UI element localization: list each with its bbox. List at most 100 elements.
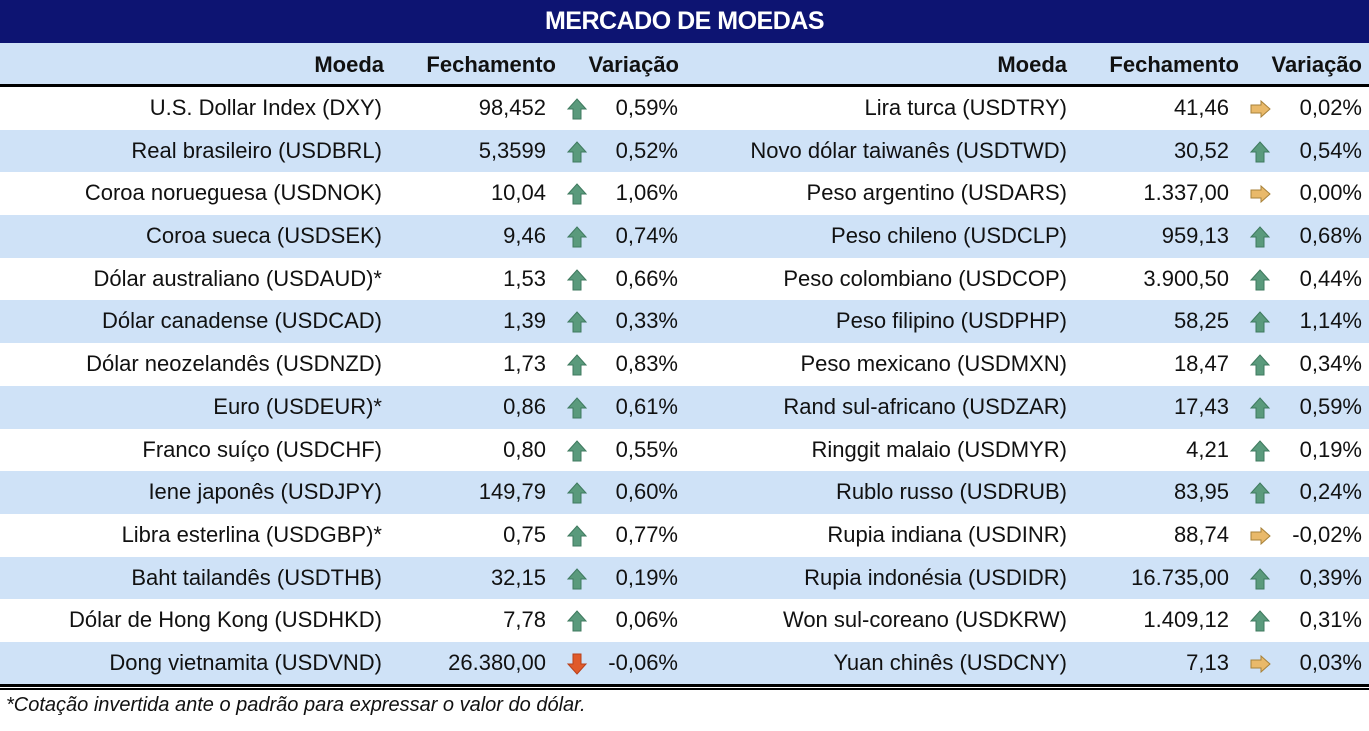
- table-header: Moeda Fechamento Variação Moeda Fechamen…: [0, 43, 1369, 87]
- closing-value: 1,53: [503, 265, 546, 291]
- variation-value: 0,02%: [1299, 95, 1362, 120]
- header-fechamento-right: Fechamento: [1109, 52, 1239, 77]
- closing-value: 4,21: [1186, 436, 1229, 462]
- arrow-up-icon: [566, 354, 588, 376]
- currency-name: Won sul-coreano (USDKRW): [782, 607, 1067, 633]
- closing-value: 0,75: [503, 521, 546, 547]
- variation-value: 0,74%: [615, 223, 678, 249]
- closing-value: 30,52: [1173, 137, 1229, 163]
- closing-value: 7,78: [503, 607, 546, 633]
- closing-value: 5,3599: [478, 137, 546, 163]
- variation-value: 0,52%: [615, 137, 678, 163]
- currency-name: U.S. Dollar Index (DXY): [149, 95, 382, 120]
- closing-value: 17,43: [1173, 393, 1229, 419]
- currency-name: Peso mexicano (USDMXN): [800, 351, 1067, 377]
- currency-name: Dólar canadense (USDCAD): [102, 308, 382, 334]
- currency-name: Peso argentino (USDARS): [806, 180, 1067, 206]
- currency-name: Peso chileno (USDCLP): [831, 223, 1067, 249]
- currency-name: Coroa norueguesa (USDNOK): [84, 180, 382, 206]
- arrow-up-icon: [1249, 354, 1271, 376]
- arrow-up-icon: [1249, 567, 1271, 590]
- table-row: Baht tailandês (USDTHB) 32,15 0,19% Rupia i…: [0, 556, 1369, 600]
- currency-name: Rupia indiana (USDINR): [827, 521, 1067, 547]
- table-title: MERCADO DE MOEDAS: [0, 0, 1369, 43]
- currency-name: Franco suíço (USDCHF): [142, 436, 382, 462]
- currency-name: Ringgit malaio (USDMYR): [811, 436, 1067, 462]
- arrow-right-icon: [1249, 653, 1271, 675]
- closing-value: 26.380,00: [448, 649, 546, 675]
- table-row: Iene japonês (USDJPY) 149,79 0,60% Rublo ru…: [0, 471, 1369, 514]
- variation-value: 1,14%: [1299, 308, 1362, 334]
- arrow-right-icon: [1249, 98, 1271, 120]
- variation-value: 0,19%: [1299, 436, 1362, 462]
- currency-name: Iene japonês (USDJPY): [148, 479, 382, 505]
- variation-value: -0,02%: [1292, 521, 1362, 547]
- currency-name: Rublo russo (USDRUB): [835, 479, 1067, 505]
- table-row: Euro (USDEUR)* 0,86 0,61% Rand sul-africano…: [0, 385, 1369, 429]
- table-row: Coroa norueguesa (USDNOK) 10,04 1,06% Peso …: [0, 172, 1369, 215]
- currency-name: Rupia indonésia (USDIDR): [804, 564, 1067, 590]
- variation-value: 0,66%: [615, 265, 678, 291]
- closing-value: 7,13: [1186, 649, 1229, 675]
- closing-value: 9,46: [503, 223, 546, 249]
- closing-value: 1,73: [503, 351, 546, 377]
- table-row: Coroa sueca (USDSEK) 9,46 0,74% Peso chilen…: [0, 215, 1369, 258]
- arrow-up-icon: [1249, 269, 1271, 291]
- variation-value: 0,19%: [615, 564, 678, 590]
- arrow-up-icon: [566, 226, 588, 248]
- arrow-up-icon: [1249, 439, 1271, 462]
- table-row: Dong vietnamita (USDVND) 26.380,00 -0,06% Y…: [0, 641, 1369, 685]
- variation-value: 0,33%: [615, 308, 678, 334]
- arrow-right-icon: [1249, 183, 1271, 205]
- header-variacao-right: Variação: [1271, 52, 1362, 77]
- currency-table-body: U.S. Dollar Index (DXY) 98,452 0,59% Lira t…: [0, 87, 1369, 685]
- closing-value: 41,46: [1173, 95, 1229, 120]
- closing-value: 1,39: [503, 308, 546, 334]
- closing-value: 959,13: [1161, 223, 1229, 249]
- arrow-up-icon: [1249, 482, 1271, 504]
- arrow-up-icon: [1249, 610, 1271, 632]
- variation-value: -0,06%: [608, 649, 678, 675]
- variation-value: 0,68%: [1299, 223, 1362, 249]
- closing-value: 58,25: [1173, 308, 1229, 334]
- table-row: Dólar de Hong Kong (USDHKD) 7,78 0,06% Won …: [0, 599, 1369, 642]
- header-fechamento-left: Fechamento: [426, 52, 556, 77]
- arrow-right-icon: [1249, 525, 1271, 547]
- currency-name: Novo dólar taiwanês (USDTWD): [750, 137, 1067, 163]
- arrow-up-icon: [566, 397, 588, 419]
- variation-value: 0,31%: [1299, 607, 1362, 633]
- table-row: Dólar canadense (USDCAD) 1,39 0,33% Peso fi…: [0, 300, 1369, 344]
- variation-value: 0,54%: [1299, 137, 1362, 163]
- currency-name: Lira turca (USDTRY): [864, 95, 1067, 120]
- arrow-up-icon: [566, 269, 588, 291]
- table-row: Dólar neozelandês (USDNZD) 1,73 0,83% Peso …: [0, 343, 1369, 386]
- variation-value: 0,60%: [615, 479, 678, 505]
- arrow-up-icon: [1249, 397, 1271, 419]
- currency-name: Baht tailandês (USDTHB): [131, 564, 382, 590]
- table-row: Franco suíço (USDCHF) 0,80 0,55% Ringgit ma…: [0, 429, 1369, 472]
- arrow-up-icon: [1249, 311, 1271, 333]
- closing-value: 32,15: [490, 564, 546, 590]
- arrow-down-icon: [566, 653, 588, 675]
- arrow-up-icon: [566, 311, 588, 333]
- variation-value: 0,77%: [615, 521, 678, 547]
- currency-name: Dólar australiano (USDAUD)*: [93, 265, 382, 291]
- currency-name: Peso filipino (USDPHP): [835, 308, 1067, 334]
- header-moeda-right: Moeda: [997, 52, 1067, 77]
- closing-value: 83,95: [1173, 479, 1229, 505]
- variation-value: 0,03%: [1299, 649, 1362, 675]
- closing-value: 1.409,12: [1143, 607, 1229, 633]
- closing-value: 149,79: [478, 479, 546, 505]
- arrow-up-icon: [566, 610, 588, 632]
- variation-value: 0,34%: [1299, 351, 1362, 377]
- currency-name: Dólar de Hong Kong (USDHKD): [68, 607, 382, 633]
- variation-value: 0,83%: [615, 351, 678, 377]
- header-variacao-left: Variação: [588, 52, 679, 77]
- variation-value: 0,44%: [1299, 265, 1362, 291]
- currency-name: Dólar neozelandês (USDNZD): [86, 351, 382, 377]
- variation-value: 1,06%: [615, 180, 678, 206]
- footnote: *Cotação invertida ante o padrão para ex…: [6, 694, 586, 716]
- header-moeda-left: Moeda: [314, 52, 384, 77]
- variation-value: 0,06%: [615, 607, 678, 633]
- arrow-up-icon: [566, 98, 588, 120]
